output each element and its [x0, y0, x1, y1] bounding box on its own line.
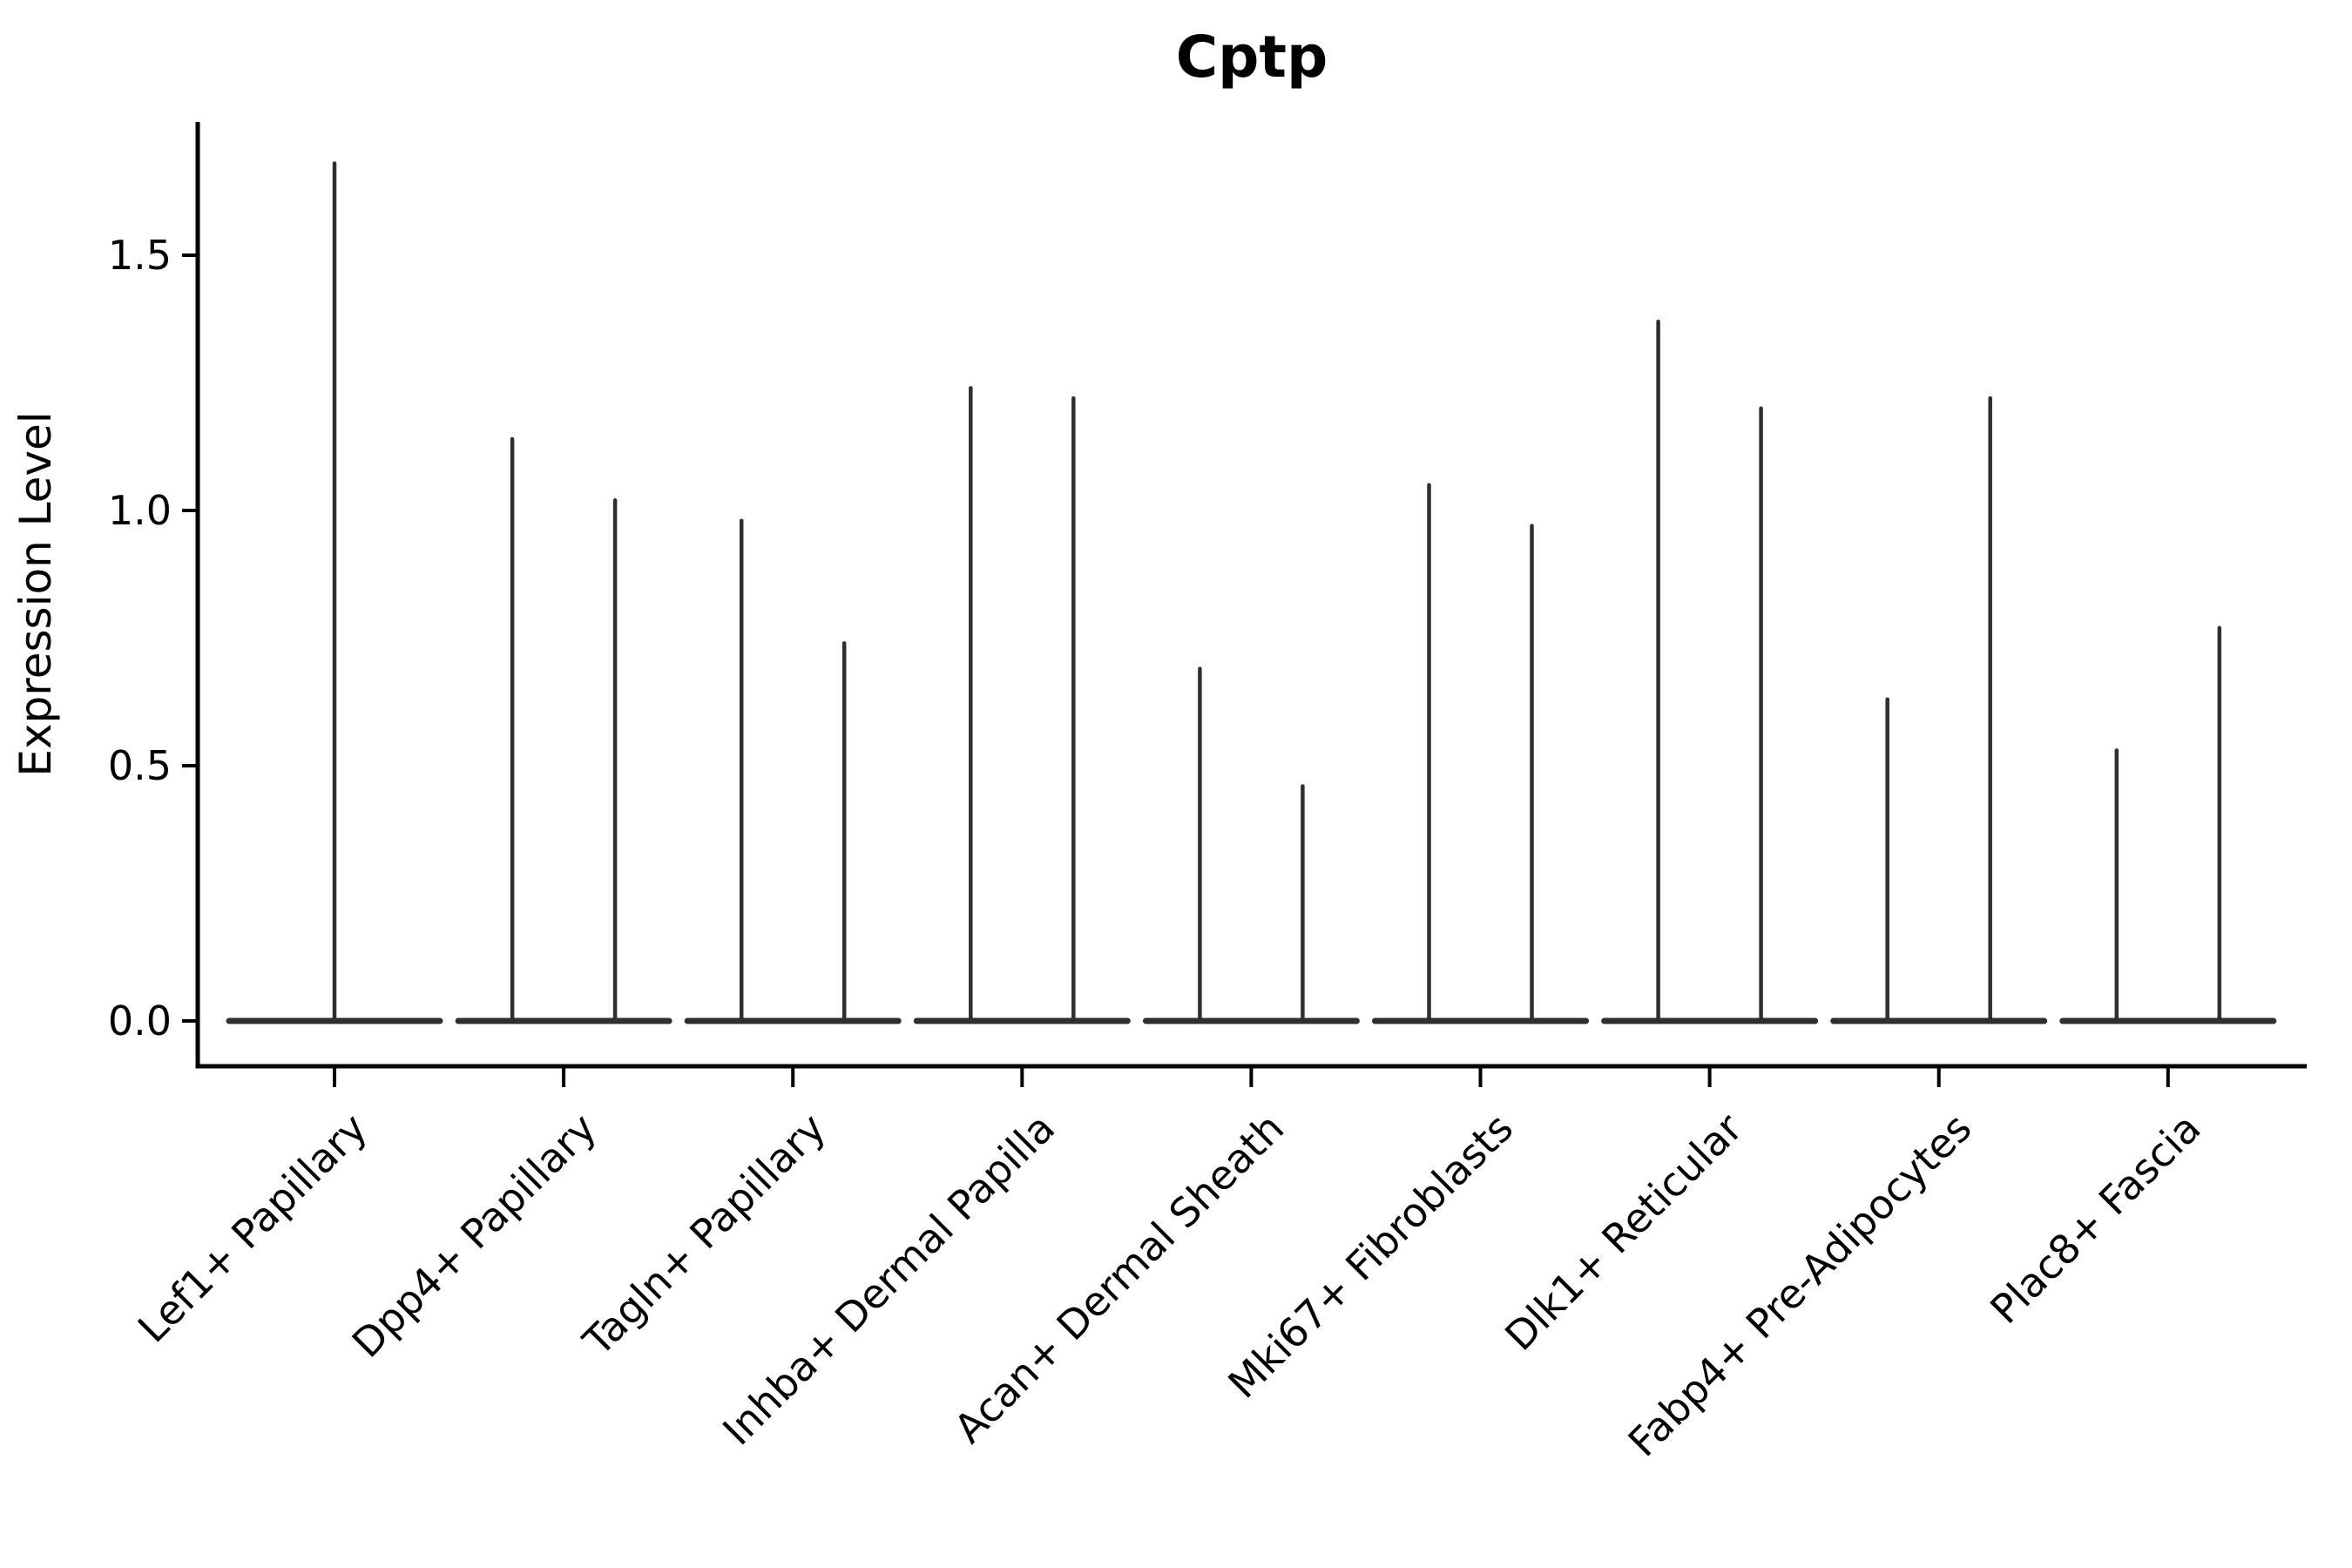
y-tick-label: 0.0 — [108, 997, 172, 1044]
x-tick-label: Tagln+ Papillary — [573, 1105, 835, 1366]
x-tick-label: Plac8+ Fascia — [1981, 1105, 2209, 1333]
violins-layer — [226, 161, 2277, 1024]
y-tick-label: 1.0 — [108, 487, 172, 534]
x-tick-label: Dlk1+ Reticular — [1496, 1105, 1751, 1360]
plot-title: Cptp — [1176, 24, 1328, 91]
x-tick-label: Lef1+ Papillary — [129, 1105, 376, 1352]
y-tick-label: 1.5 — [108, 232, 172, 279]
y-axis-label: Expression Level — [10, 411, 61, 776]
y-tick-label: 0.5 — [108, 742, 172, 789]
x-tick-label: Dpp4+ Papillary — [343, 1105, 605, 1367]
